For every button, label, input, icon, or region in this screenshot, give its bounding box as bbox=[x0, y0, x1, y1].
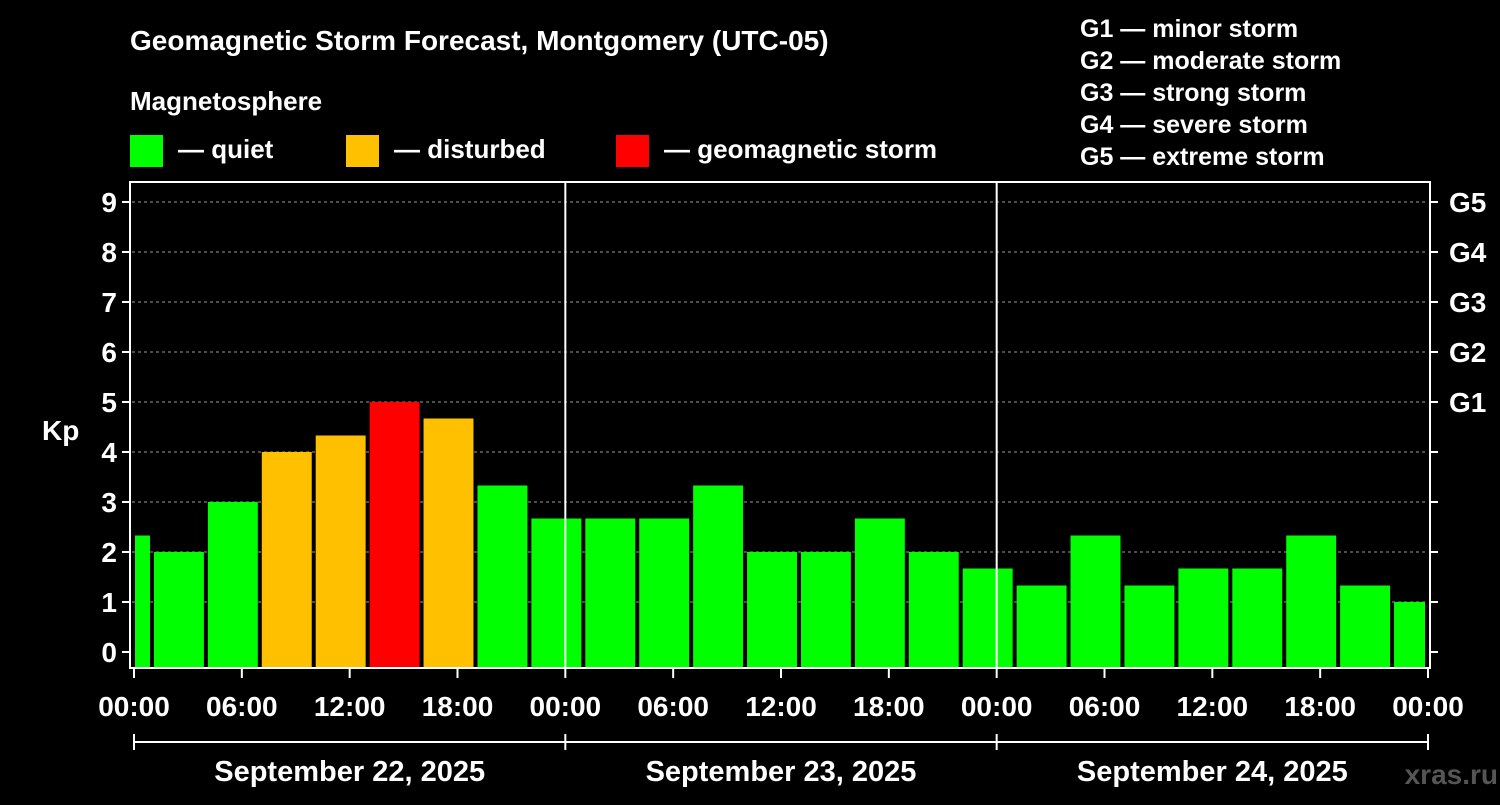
y-axis-label: Kp bbox=[42, 415, 79, 446]
y-tick-label: 3 bbox=[101, 487, 117, 518]
legend-title: Magnetosphere bbox=[130, 86, 322, 116]
bar bbox=[585, 518, 636, 667]
x-tick-label: 18:00 bbox=[853, 691, 925, 722]
bar bbox=[1286, 535, 1337, 667]
x-tick-label: 00:00 bbox=[530, 691, 602, 722]
x-tick-label: 00:00 bbox=[961, 691, 1033, 722]
legend-swatch bbox=[346, 135, 379, 167]
bar bbox=[369, 402, 420, 667]
y-tick-label: 8 bbox=[101, 237, 117, 268]
legend-swatch bbox=[616, 135, 649, 167]
x-tick-label: 12:00 bbox=[745, 691, 817, 722]
x-tick-label: 12:00 bbox=[1177, 691, 1249, 722]
bar bbox=[1016, 585, 1067, 667]
bar bbox=[639, 518, 690, 667]
y-tick-label: 1 bbox=[101, 587, 117, 618]
bar bbox=[315, 435, 366, 667]
storm-scale-item: G1 — minor storm bbox=[1080, 15, 1298, 43]
bar bbox=[908, 552, 959, 667]
y-tick-label: 0 bbox=[101, 637, 117, 668]
x-tick-label: 06:00 bbox=[206, 691, 278, 722]
storm-scale-item: G2 — moderate storm bbox=[1080, 47, 1341, 75]
y-tick-label: 9 bbox=[101, 187, 117, 218]
bar bbox=[800, 552, 851, 667]
bars bbox=[135, 402, 1425, 667]
g-scale-label: G2 bbox=[1449, 337, 1486, 368]
x-tick-label: 00:00 bbox=[1392, 691, 1464, 722]
bar bbox=[531, 518, 582, 667]
storm-scale-item: G5 — extreme storm bbox=[1080, 143, 1325, 171]
g-scale-label: G5 bbox=[1449, 187, 1486, 218]
bar bbox=[135, 535, 150, 667]
bar bbox=[423, 418, 474, 667]
x-tick-label: 18:00 bbox=[422, 691, 494, 722]
y-tick-label: 7 bbox=[101, 287, 117, 318]
y-tick-label: 6 bbox=[101, 337, 117, 368]
y-tick-label: 2 bbox=[101, 537, 117, 568]
legend-label: — quiet bbox=[178, 134, 274, 164]
watermark: xras.ru bbox=[1405, 759, 1498, 790]
storm-scale-item: G4 — severe storm bbox=[1080, 111, 1308, 139]
x-tick-label: 18:00 bbox=[1284, 691, 1356, 722]
bar bbox=[854, 518, 905, 667]
legend-label: — geomagnetic storm bbox=[664, 134, 937, 164]
bar bbox=[962, 568, 1013, 667]
x-tick-label: 06:00 bbox=[637, 691, 709, 722]
g-scale-label: G3 bbox=[1449, 287, 1486, 318]
bar bbox=[153, 552, 204, 667]
storm-scale-list: G1 — minor storm G2 — moderate storm G3 — … bbox=[1080, 15, 1341, 171]
bar bbox=[1178, 568, 1229, 667]
day-label: September 22, 2025 bbox=[214, 756, 485, 788]
g-scale-label: G4 bbox=[1449, 237, 1487, 268]
bar bbox=[477, 485, 528, 667]
legend-swatch bbox=[130, 135, 163, 167]
bar bbox=[1394, 602, 1425, 667]
bar bbox=[1070, 535, 1121, 667]
x-tick-label: 12:00 bbox=[314, 691, 386, 722]
legend-label: — disturbed bbox=[394, 134, 546, 164]
y-tick-label: 5 bbox=[101, 387, 117, 418]
day-label: September 24, 2025 bbox=[1077, 756, 1348, 788]
axes: 0 1 2 3 4 5 6 7 8 9 G1 G2 G3 G4 G5 00:00 06:00 12:00 18:00… bbox=[98, 181, 1487, 788]
bar bbox=[747, 552, 797, 667]
g-scale-label: G1 bbox=[1449, 387, 1486, 418]
bar bbox=[1340, 585, 1391, 667]
chart-title: Geomagnetic Storm Forecast, Montgomery (… bbox=[130, 25, 829, 56]
bar bbox=[1124, 585, 1175, 667]
day-label: September 23, 2025 bbox=[646, 756, 917, 788]
bar bbox=[207, 502, 258, 667]
bar bbox=[1232, 568, 1283, 667]
x-tick-label: 06:00 bbox=[1069, 691, 1141, 722]
y-tick-label: 4 bbox=[101, 437, 117, 468]
storm-scale-item: G3 — strong storm bbox=[1080, 79, 1306, 107]
legend: — quiet — disturbed — geomagnetic storm bbox=[130, 134, 937, 167]
bar bbox=[693, 485, 744, 667]
bar bbox=[261, 452, 312, 667]
x-tick-label: 00:00 bbox=[98, 691, 170, 722]
